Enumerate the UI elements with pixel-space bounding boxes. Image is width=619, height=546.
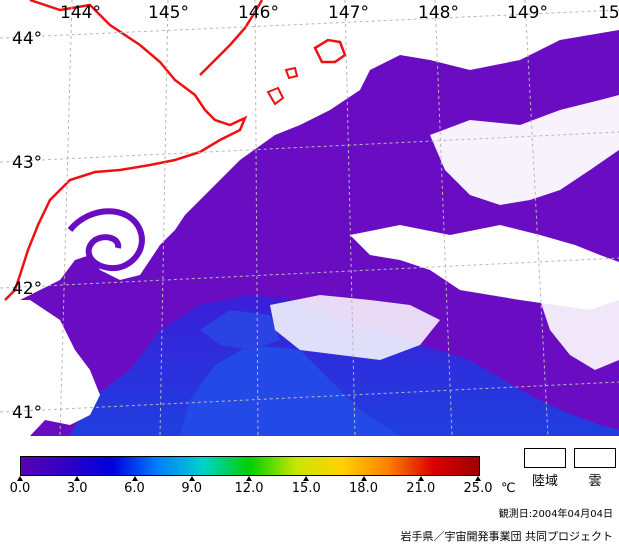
colorbar-tick-label: 12.0 (234, 481, 264, 496)
coastline-kurils (199, 0, 264, 76)
colorbar-tick-label: 15.0 (291, 481, 321, 496)
colorbar-tick-mark (303, 476, 310, 481)
land-key-swatch (524, 448, 566, 468)
longitude-label: 147° (328, 3, 369, 23)
island-outline-2 (266, 86, 285, 106)
cloud-mass-north (0, 0, 619, 305)
land-key-label: 陸域 (531, 474, 559, 489)
sea-surface-temperature-map: 144° 145° 146° 147° 148° 149° 15 44° 43°… (0, 0, 619, 436)
temperature-colorbar (20, 456, 480, 476)
longitude-label: 15 (598, 3, 619, 23)
cloud-mass-west (0, 300, 100, 436)
ocean-warm-patch (180, 345, 400, 436)
legend-panel: 0.0 3.0 6.0 9.0 12.0 15.0 18.0 21.0 25.0 ℃ 陸域 雲 … (0, 436, 619, 546)
colorbar-tick-mark (475, 476, 481, 481)
longitude-label: 148° (418, 3, 459, 23)
colorbar-tick-label: 18.0 (349, 481, 378, 496)
longitude-label: 149° (507, 3, 548, 23)
longitude-label: 145° (148, 3, 189, 23)
colorbar-tick-mark (74, 476, 81, 481)
observation-date: 観測日:2004年04月04日 (498, 509, 613, 520)
island-outline-1 (313, 38, 347, 64)
colorbar-tick-label: 6.0 (124, 481, 145, 496)
coastline (4, 0, 248, 301)
colorbar-tick-mark (17, 476, 23, 481)
ocean-warm-patch-2 (200, 310, 280, 350)
longitude-label: 144° (60, 3, 101, 23)
colorbar-tick-label: 9.0 (181, 481, 203, 496)
latitude-label: 44° (12, 29, 42, 49)
colorbar-tick-label: 3.0 (66, 481, 88, 496)
latitude-label: 42° (12, 279, 42, 299)
longitude-label: 146° (238, 3, 279, 23)
cloud-band-northeast (430, 95, 619, 205)
latitude-label: 41° (12, 403, 42, 423)
colorbar-tick-label: 21.0 (406, 481, 436, 496)
colorbar-tick-mark (246, 476, 252, 481)
colorbar-tick-mark (131, 476, 138, 481)
cloud-swirl (67, 208, 145, 272)
colorbar-tick-mark (360, 476, 367, 481)
cloud-band-east (350, 225, 619, 310)
colorbar-tick-label: 25.0 (463, 481, 493, 496)
colorbar-tick-label: 0.0 (9, 481, 31, 496)
latitude-label: 43° (12, 153, 42, 173)
credit-line: 岩手県／宇宙開発事業団 共同プロジェクト (400, 530, 614, 543)
graticule (0, 0, 619, 436)
temperature-unit: ℃ (501, 481, 516, 496)
cloud-scatter-south (270, 295, 440, 360)
cloud-scatter-southeast (540, 290, 619, 370)
cloud-key-swatch (574, 448, 616, 468)
cloud-key-label: 雲 (588, 474, 602, 489)
colorbar-tick-mark (417, 476, 424, 481)
island-outline-3 (284, 66, 299, 80)
colorbar-tick-mark (188, 476, 195, 481)
